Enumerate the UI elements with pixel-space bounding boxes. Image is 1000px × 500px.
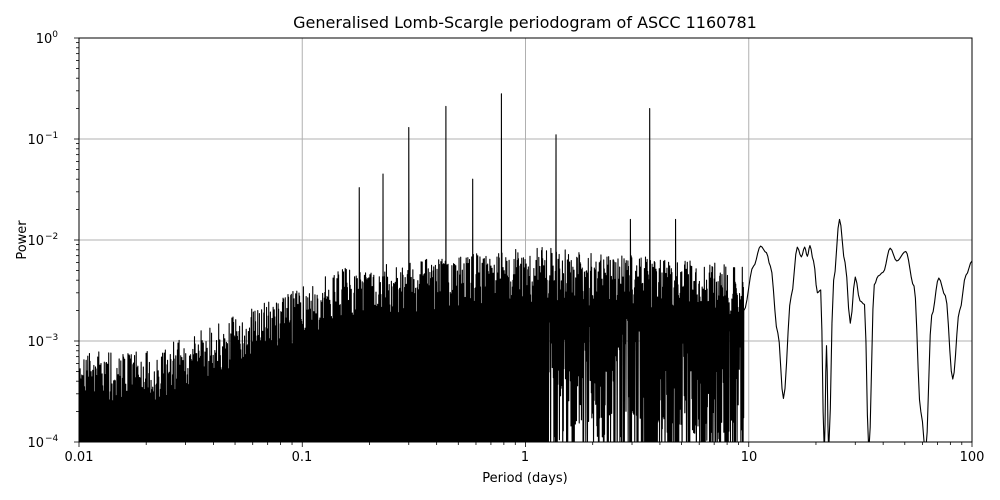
x-tick-label: 10 xyxy=(741,450,758,465)
y-axis-label: Power xyxy=(15,220,30,260)
y-tick-label: 10 xyxy=(27,436,44,451)
chart-title: Generalised Lomb-Scargle periodogram of … xyxy=(293,13,757,32)
y-tick-exponent: −3 xyxy=(45,333,58,343)
y-tick-label: 10 xyxy=(27,335,44,350)
x-tick-label: 100 xyxy=(960,450,985,465)
y-tick-exponent: −4 xyxy=(45,434,59,444)
axis-ticks xyxy=(74,37,973,447)
y-tick-label: 10 xyxy=(27,133,44,148)
y-tick-label: 10 xyxy=(27,234,44,249)
x-tick-label: 0.01 xyxy=(65,450,94,465)
y-tick-labels: 100 10 10 10 10 −1 −2 −3 −4 xyxy=(27,30,58,451)
x-axis-label: Period (days) xyxy=(482,471,568,486)
x-tick-labels: 0.01 0.1 1 10 100 xyxy=(65,450,985,465)
x-tick-label: 0.1 xyxy=(292,450,313,465)
y-tick-label: 100 xyxy=(36,30,59,47)
plot-area xyxy=(79,93,972,442)
x-tick-label: 1 xyxy=(521,450,529,465)
y-tick-exponent: −1 xyxy=(45,131,58,141)
y-tick-exponent: −2 xyxy=(45,232,58,242)
periodogram-line xyxy=(79,93,972,442)
